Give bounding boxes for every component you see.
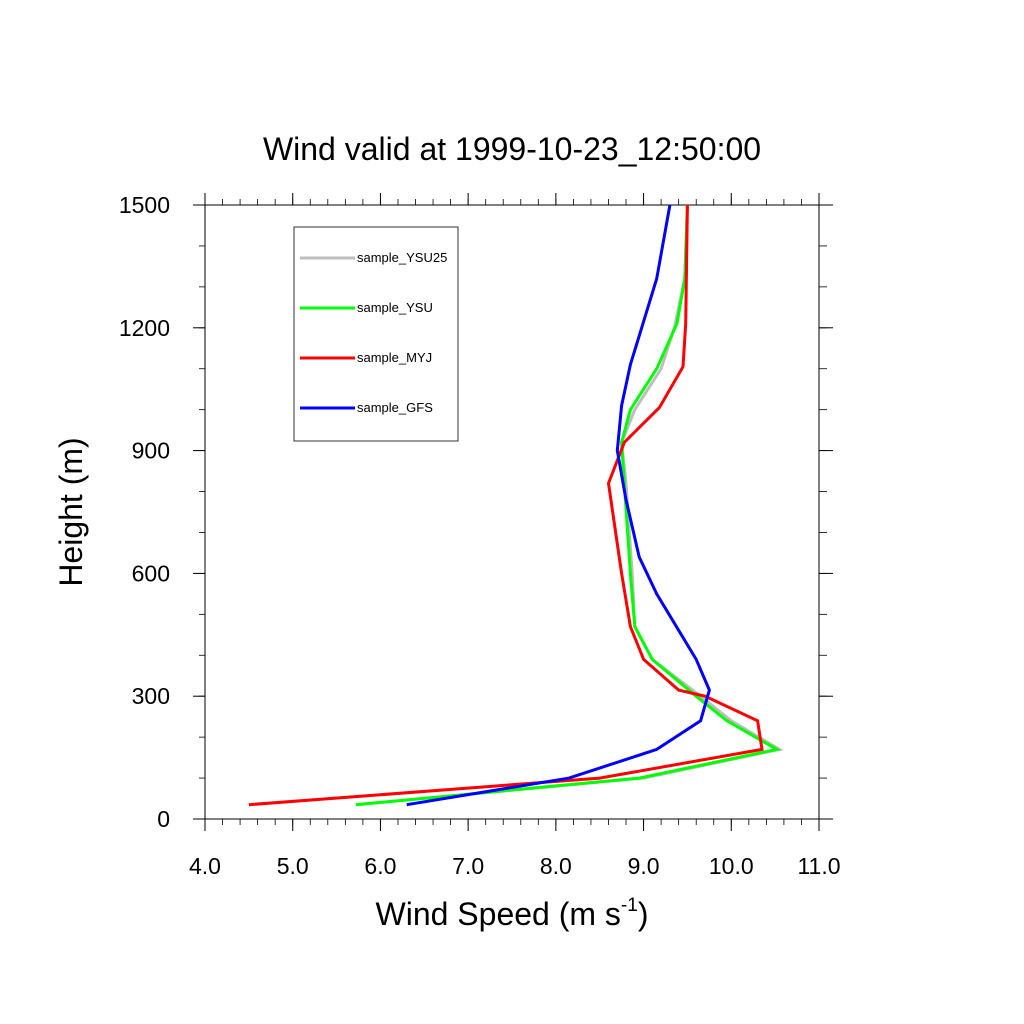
axis-ticks [193,193,833,831]
legend: sample_YSU25 sample_YSU sample_MYJ sample_G… [293,226,459,442]
x-tick-label: 7.0 [452,853,484,879]
chart-title: Wind valid at 1999-10-23_12:50:00 [263,131,761,167]
x-tick-label: 8.0 [540,853,572,879]
series-line-sample-gfs [406,204,711,807]
legend-label: sample_MYJ [357,350,432,365]
x-tick-label: 9.0 [628,853,660,879]
x-tick-label: 11.0 [797,853,840,879]
y-tick-label: 600 [132,560,170,586]
series-lines [248,204,784,807]
plot-frame [204,204,820,820]
y-tick-label: 300 [132,683,170,709]
legend-label: sample_GFS [357,400,433,415]
x-axis-title: Wind Speed (m s-1) [376,895,649,932]
y-axis-title: Height (m) [53,437,89,586]
legend-label: sample_YSU [357,300,433,315]
legend-label: sample_YSU25 [357,250,447,265]
legend-box [293,226,459,442]
series-line-sample-myj [248,204,764,807]
x-tick-label: 4.0 [189,853,221,879]
x-tick-label: 5.0 [277,853,309,879]
tick-labels: 4.0 5.0 6.0 7.0 8.0 9.0 10.0 11.0 0 300 600 900 1200… [119,192,841,879]
y-tick-label: 0 [157,806,170,832]
x-tick-label: 10.0 [709,853,754,879]
y-tick-label: 900 [132,438,170,464]
y-tick-label: 1500 [119,192,170,218]
x-tick-label: 6.0 [364,853,396,879]
y-tick-label: 1200 [119,315,170,341]
